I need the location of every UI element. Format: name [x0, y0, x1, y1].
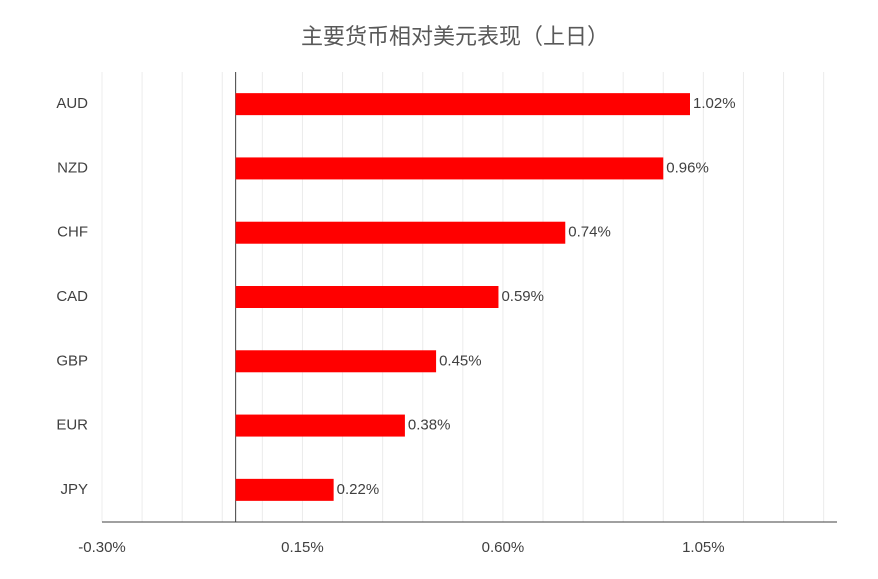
x-tick-label: -0.30%: [78, 539, 126, 556]
value-label: 0.96%: [666, 159, 709, 176]
y-tick-label: AUD: [56, 95, 88, 112]
x-tick-label: 0.60%: [482, 539, 525, 556]
bar: [235, 286, 499, 308]
y-tick-label: CAD: [56, 288, 88, 305]
bar: [235, 157, 664, 180]
bar: [235, 478, 334, 501]
y-tick-label: NZD: [57, 159, 88, 176]
value-label: 1.02%: [693, 95, 736, 112]
bar: [235, 350, 437, 373]
bar: [235, 93, 691, 116]
bar: [235, 414, 405, 437]
bar: [235, 221, 566, 244]
y-tick-label: JPY: [60, 481, 88, 498]
y-tick-label: EUR: [56, 417, 88, 434]
chart-title: 主要货币相对美元表现（上日）: [301, 24, 609, 49]
value-label: 0.22%: [337, 481, 380, 498]
x-tick-label: 1.05%: [682, 539, 725, 556]
value-label: 0.59%: [501, 288, 544, 305]
value-label: 0.38%: [408, 417, 451, 434]
x-tick-label: 0.15%: [281, 539, 324, 556]
y-tick-label: GBP: [56, 352, 88, 369]
value-label: 0.45%: [439, 352, 482, 369]
value-label: 0.74%: [568, 224, 611, 241]
y-tick-label: CHF: [57, 224, 88, 241]
